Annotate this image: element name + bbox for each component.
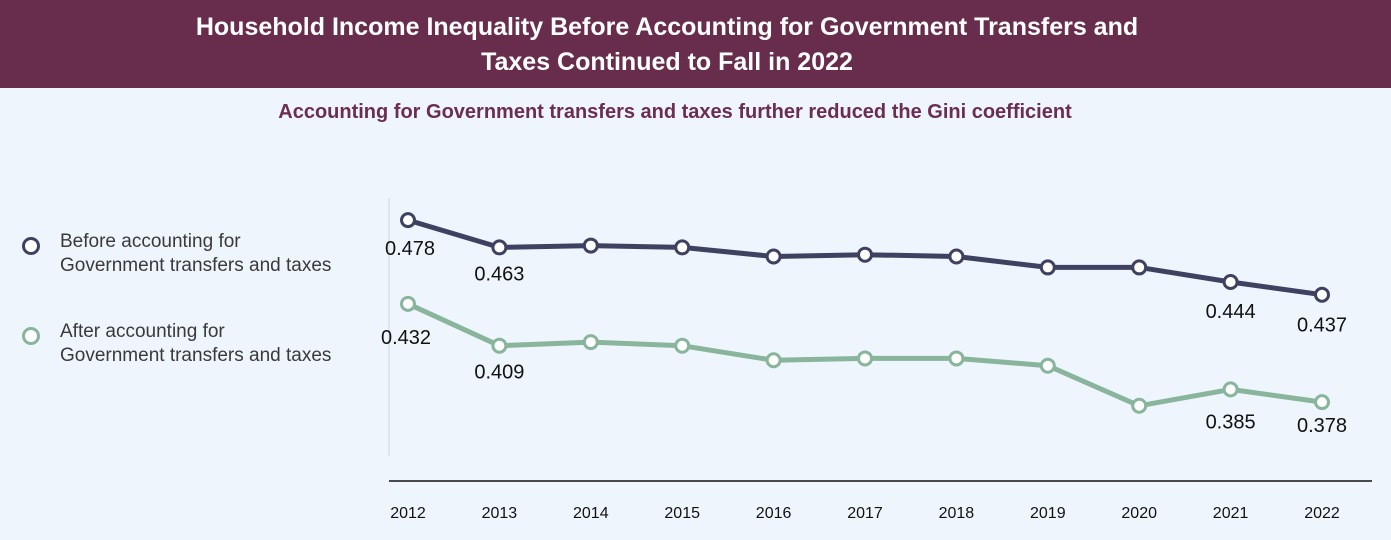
data-label-after: 0.409 [474, 362, 524, 384]
data-point-before [1222, 273, 1239, 290]
legend-label-after-line2: Government transfers and taxes [60, 345, 332, 366]
legend-label-before: Before accounting for Government transfe… [60, 230, 380, 278]
data-point-before [674, 239, 691, 256]
x-tick-label: 2014 [573, 505, 609, 522]
data-point-after [1314, 394, 1330, 411]
data-point-before [1039, 259, 1056, 276]
data-label-before: 0.478 [385, 238, 435, 260]
data-point-before [857, 246, 873, 263]
data-point-before [1314, 286, 1330, 303]
data-label-after: 0.378 [1297, 415, 1347, 437]
x-tick-label: 2017 [847, 505, 883, 522]
data-point-before [400, 212, 416, 229]
x-tick-label: 2013 [482, 505, 518, 522]
legend-label-before-line2: Government transfers and taxes [60, 255, 332, 276]
data-point-before [765, 248, 782, 265]
legend-label-before-line1: Before accounting for [60, 231, 241, 252]
legend-label-after-line1: After accounting for [60, 321, 225, 342]
x-tick-label: 2015 [664, 505, 700, 522]
data-point-after [765, 352, 782, 369]
data-point-before [948, 248, 965, 265]
data-label-before: 0.437 [1297, 315, 1347, 337]
x-tick-label: 2019 [1030, 505, 1066, 522]
x-tick-label: 2020 [1121, 505, 1157, 522]
data-point-after [400, 295, 416, 312]
data-point-after [582, 334, 599, 351]
legend-marker-before-icon [22, 237, 40, 255]
chart-subtitle: Accounting for Government transfers and … [278, 101, 1072, 123]
data-label-before: 0.444 [1206, 301, 1256, 323]
data-point-after [948, 350, 965, 367]
data-point-before [1131, 259, 1148, 276]
data-label-before: 0.463 [474, 263, 524, 285]
x-tick-label: 2022 [1304, 505, 1340, 522]
data-point-after [674, 337, 691, 354]
title-line-1: Household Income Inequality Before Accou… [195, 13, 1139, 41]
data-point-before [582, 237, 599, 254]
x-tick-label: 2016 [756, 505, 792, 522]
x-tick-label: 2021 [1213, 505, 1249, 522]
title-banner: Household Income Inequality Before Accou… [0, 0, 1391, 88]
data-point-after [1131, 397, 1148, 414]
data-point-after [1222, 381, 1239, 398]
x-tick-label: 2018 [939, 505, 975, 522]
data-point-before [491, 239, 508, 256]
legend-marker-after-icon [22, 327, 40, 345]
data-point-after [1039, 357, 1056, 374]
x-tick-label: 2012 [390, 505, 426, 522]
data-label-after: 0.432 [381, 327, 431, 349]
data-label-after: 0.385 [1206, 411, 1256, 433]
title-line-2: Taxes Continued to Fall in 2022 [481, 48, 853, 76]
data-point-after [857, 350, 873, 367]
data-point-after [491, 337, 508, 354]
legend-label-after: After accounting for Government transfer… [60, 320, 380, 368]
